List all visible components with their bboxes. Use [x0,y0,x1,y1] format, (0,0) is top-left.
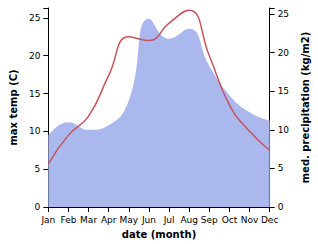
svg-text:15: 15 [278,86,289,96]
svg-text:Jul: Jul [163,215,175,225]
svg-text:Apr: Apr [101,215,117,225]
svg-text:25: 25 [29,13,40,23]
svg-text:5: 5 [278,163,284,173]
svg-text:20: 20 [29,51,41,61]
svg-text:5: 5 [35,164,41,174]
svg-text:date (month): date (month) [122,229,196,240]
svg-text:Aug: Aug [180,215,198,225]
svg-text:Mar: Mar [80,215,97,225]
svg-text:max temp (C): max temp (C) [8,69,19,145]
svg-text:Nov: Nov [241,215,259,225]
svg-text:May: May [120,215,139,225]
svg-text:Jan: Jan [40,215,55,225]
svg-text:Dec: Dec [261,215,278,225]
svg-text:Feb: Feb [61,215,77,225]
svg-text:20: 20 [278,48,290,58]
svg-text:Jun: Jun [141,215,156,225]
svg-text:Sep: Sep [201,215,218,225]
svg-text:10: 10 [29,126,41,136]
svg-text:0: 0 [35,202,41,212]
svg-text:15: 15 [29,89,40,99]
svg-text:0: 0 [278,202,284,212]
svg-text:Oct: Oct [222,215,238,225]
svg-text:25: 25 [278,9,289,19]
svg-text:med. precipitation (kg/m2): med. precipitation (kg/m2) [300,32,311,184]
svg-text:10: 10 [278,125,290,135]
